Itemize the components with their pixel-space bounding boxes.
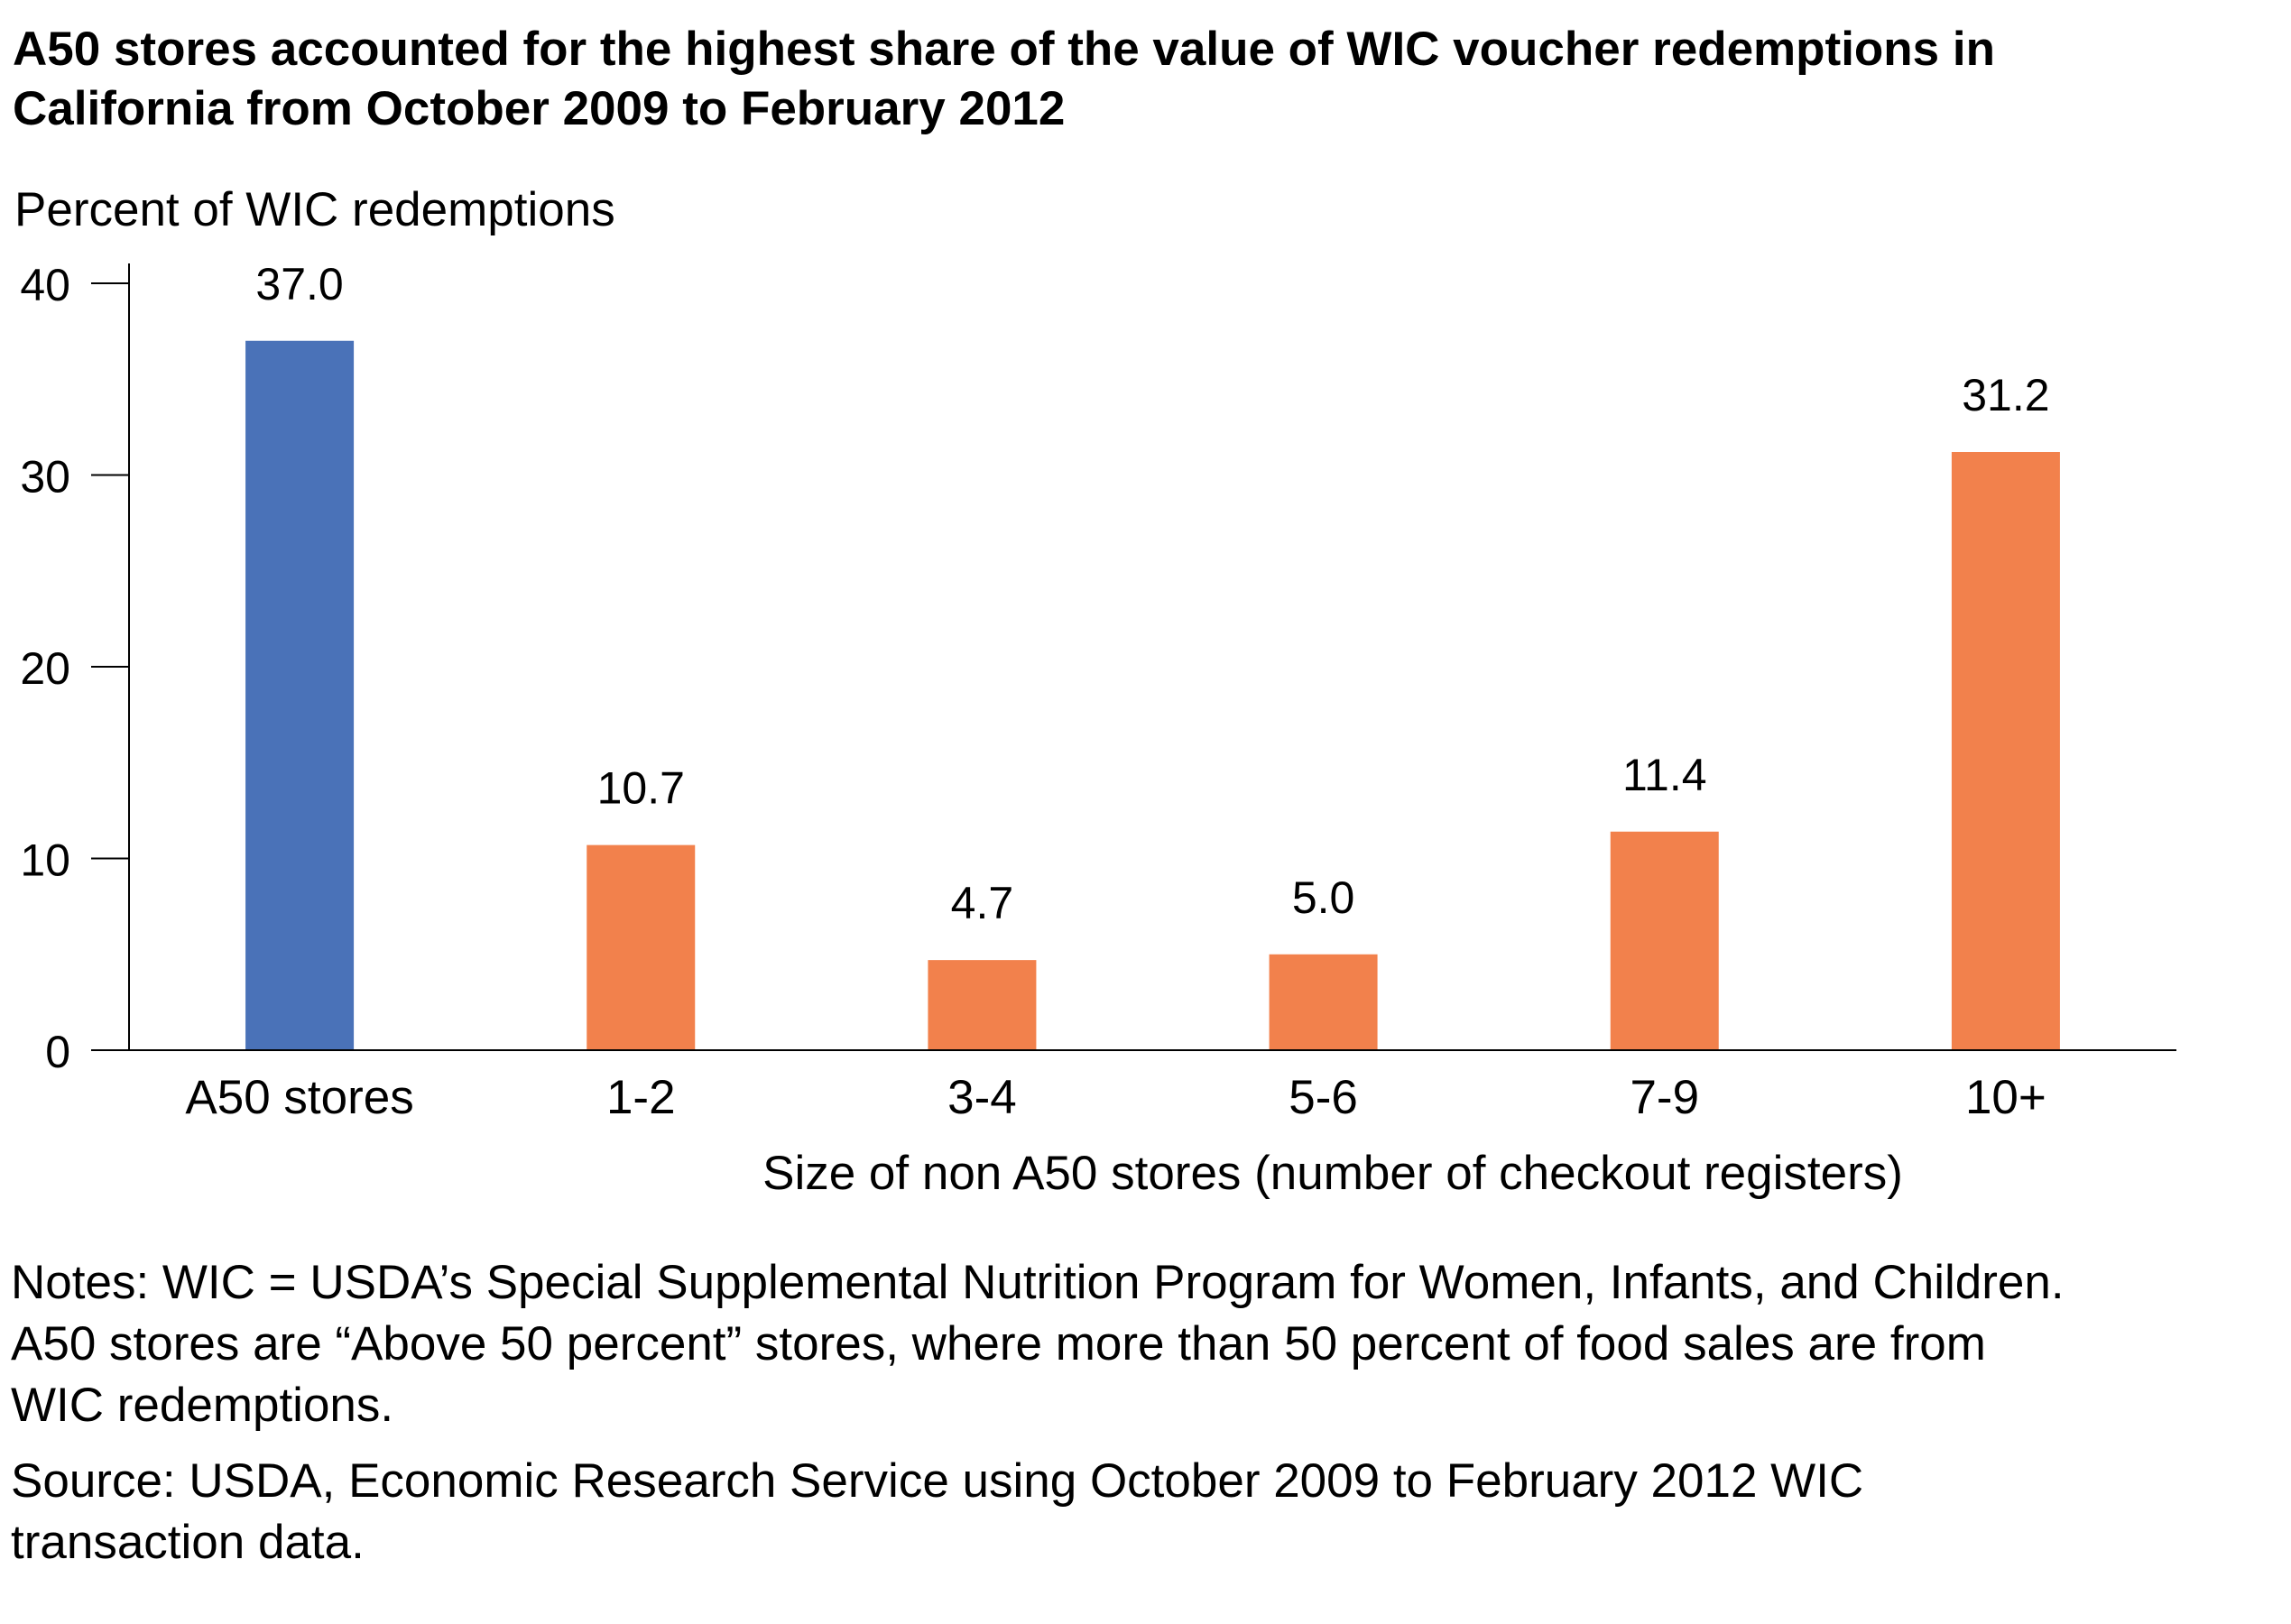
data-label-3: 5.0 bbox=[1292, 872, 1355, 923]
notes-text: Notes: WIC = USDA’s Special Supplemental… bbox=[11, 1252, 2276, 1436]
data-label-5: 31.2 bbox=[1962, 370, 2049, 420]
x-axis: A50 stores 1-2 3-4 5-6 7-9 10+ bbox=[129, 1049, 2176, 1124]
data-label-0: 37.0 bbox=[255, 259, 343, 309]
y-tick-label-0: 0 bbox=[45, 1027, 70, 1077]
bar-3 bbox=[1269, 954, 1378, 1050]
x-tick-label-2: 3-4 bbox=[947, 1071, 1017, 1124]
source-line-2: transaction data. bbox=[11, 1516, 365, 1569]
y-tick-label-4: 40 bbox=[20, 260, 70, 310]
y-tick-label-3: 30 bbox=[20, 452, 70, 503]
x-axis-title: Size of non A50 stores (number of checko… bbox=[762, 1147, 1903, 1200]
bar-4 bbox=[1610, 831, 1719, 1050]
value-labels: 37.0 10.7 4.7 5.0 11.4 31.2 bbox=[255, 259, 2049, 928]
notes-line-3: WIC redemptions. bbox=[11, 1379, 394, 1432]
source-text: Source: USDA, Economic Research Service … bbox=[11, 1451, 2276, 1573]
bars bbox=[245, 340, 2060, 1050]
y-axis: 0 10 20 30 40 bbox=[20, 260, 130, 1077]
chart-title-line-2: California from October 2009 to February… bbox=[13, 82, 1066, 135]
source-line-1: Source: USDA, Economic Research Service … bbox=[11, 1454, 1864, 1508]
chart-title-line-1: A50 stores accounted for the highest sha… bbox=[13, 23, 1995, 76]
data-label-1: 10.7 bbox=[597, 763, 685, 814]
chart-title: A50 stores accounted for the highest sha… bbox=[13, 20, 2250, 139]
y-axis-title: Percent of WIC redemptions bbox=[14, 183, 615, 236]
y-tick-label-1: 10 bbox=[20, 835, 70, 886]
bar-5 bbox=[1951, 452, 2060, 1050]
chart-notes: Notes: WIC = USDA’s Special Supplemental… bbox=[11, 1252, 2276, 1573]
x-tick-label-3: 5-6 bbox=[1289, 1071, 1358, 1124]
notes-line-2: A50 stores are “Above 50 percent” stores… bbox=[11, 1317, 1986, 1370]
y-tick-label-2: 20 bbox=[20, 643, 70, 694]
x-tick-label-0: A50 stores bbox=[185, 1071, 413, 1124]
x-tick-label-4: 7-9 bbox=[1630, 1071, 1699, 1124]
bar-0 bbox=[245, 340, 355, 1050]
notes-line-1: Notes: WIC = USDA’s Special Supplemental… bbox=[11, 1256, 2065, 1309]
data-label-2: 4.7 bbox=[951, 878, 1014, 928]
x-tick-label-5: 10+ bbox=[1965, 1071, 2046, 1124]
bar-1 bbox=[587, 844, 696, 1050]
bar-2 bbox=[928, 960, 1037, 1050]
bar-chart: Percent of WIC redemptions 0 10 20 30 40 37.… bbox=[14, 183, 2176, 1200]
data-label-4: 11.4 bbox=[1622, 750, 1707, 800]
x-tick-label-1: 1-2 bbox=[606, 1071, 676, 1124]
